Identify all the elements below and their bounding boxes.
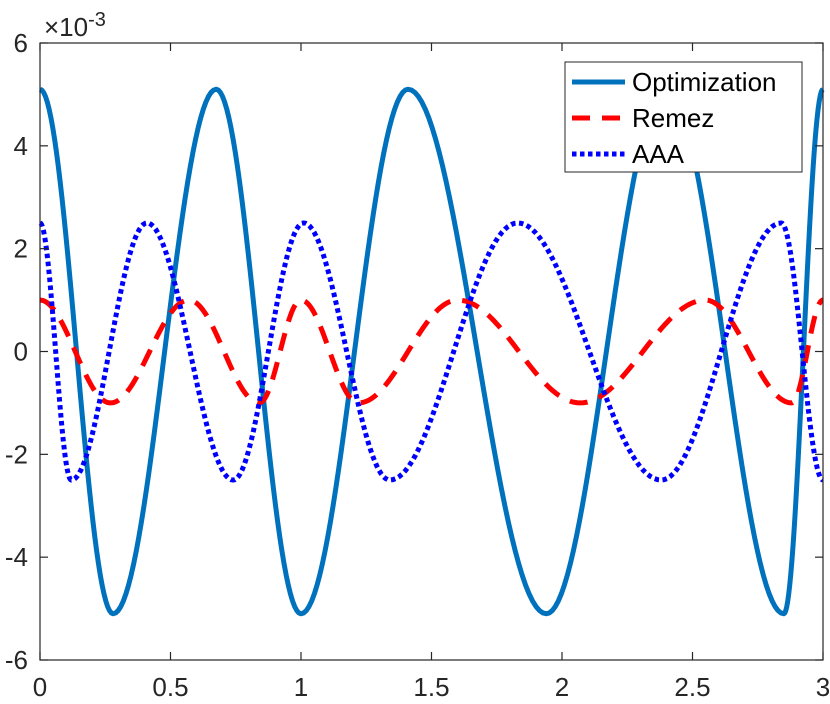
x-tick-label: 0 [33, 672, 47, 702]
legend-label: Optimization [632, 67, 777, 97]
x-tick-label: 2.5 [674, 672, 710, 702]
y-tick-label: 0 [14, 337, 28, 367]
tick-labels: 0 0.5 1 1.5 2 2.5 3 -6 -4 -2 0 2 4 6 [5, 28, 830, 702]
x-tick-label: 0.5 [152, 672, 188, 702]
legend-item-optimization: Optimization [572, 67, 777, 97]
legend: Optimization Remez AAA [564, 61, 803, 173]
series-layer [38, 86, 825, 617]
x-tick-label: 1.5 [413, 672, 449, 702]
y-tick-label: 2 [14, 234, 28, 264]
y-tick-label: 6 [14, 28, 28, 58]
legend-label: Remez [632, 103, 714, 133]
y-exponent-base: ×10 [44, 12, 88, 42]
x-tick-label: 2 [555, 672, 569, 702]
legend-item-aaa: AAA [572, 139, 685, 169]
x-tick-label: 3 [816, 672, 830, 702]
legend-item-remez: Remez [572, 103, 714, 133]
series-line-remez [39, 297, 825, 406]
series-line-optimization [38, 86, 825, 617]
ticks-layer [39, 42, 824, 661]
legend-items: Optimization Remez AAA [572, 67, 777, 169]
y-tick-label: -6 [5, 645, 28, 675]
y-tick-label: -4 [5, 542, 28, 572]
legend-label: AAA [632, 139, 685, 169]
y-exponent-label: ×10-3 [44, 9, 106, 42]
x-tick-label: 1 [294, 672, 308, 702]
y-exponent-power: -3 [88, 9, 106, 31]
y-tick-label: 4 [14, 131, 28, 161]
y-tick-label: -2 [5, 439, 28, 469]
series-line-aaa [38, 220, 825, 483]
